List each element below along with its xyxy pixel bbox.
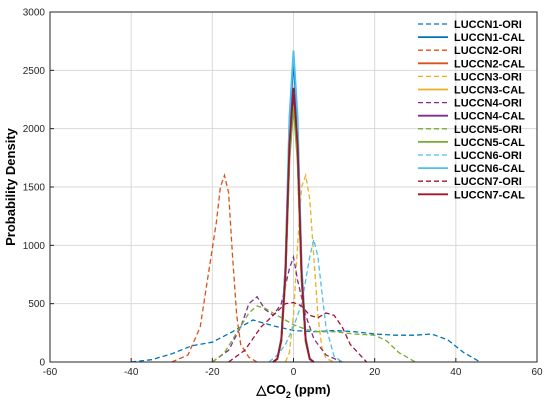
series-line-luccn7-cal	[272, 87, 315, 363]
legend-label: LUCCN3-ORI	[454, 71, 522, 83]
y-tick-label: 2500	[23, 66, 46, 77]
y-tick-label: 1500	[23, 183, 46, 194]
series-line-luccn1-ori	[131, 319, 481, 363]
series-line-luccn5-ori	[211, 305, 416, 363]
x-axis-label-suffix: (ppm)	[291, 382, 331, 397]
series-lines	[131, 50, 481, 363]
x-axis-label: △CO2 (ppm)	[255, 382, 330, 400]
series-line-luccn2-ori	[171, 172, 258, 363]
x-tick-label: -20	[205, 367, 220, 378]
legend-label: LUCCN1-CAL	[454, 32, 525, 44]
legend-label: LUCCN1-ORI	[454, 19, 522, 31]
y-tick-label: 2000	[23, 124, 46, 135]
legend-label: LUCCN4-CAL	[454, 111, 525, 123]
legend-label: LUCCN2-CAL	[454, 58, 525, 70]
x-tick-label: 0	[291, 367, 297, 378]
y-tick-label: 500	[28, 299, 45, 310]
y-axis-label: Probability Density	[3, 127, 18, 246]
x-tick-label: 40	[450, 367, 462, 378]
y-tick-label: 1000	[23, 241, 46, 252]
legend-label: LUCCN4-ORI	[454, 98, 522, 110]
x-tick-label: 60	[531, 367, 543, 378]
x-tick-label: 20	[369, 367, 381, 378]
legend-label: LUCCN7-ORI	[454, 176, 522, 188]
x-tick-label: -40	[124, 367, 139, 378]
legend-label: LUCCN6-ORI	[454, 150, 522, 162]
legend-label: LUCCN5-ORI	[454, 124, 522, 136]
series-line-luccn4-ori	[211, 254, 343, 363]
legend-label: LUCCN5-CAL	[454, 137, 525, 149]
legend-label: LUCCN7-CAL	[454, 189, 525, 201]
series-line-luccn6-ori	[268, 239, 343, 363]
legend-label: LUCCN6-CAL	[454, 163, 525, 175]
axis-ticks: -60 -40 -20 0 20 40 60 0 500 1000 1500 2000 2500 3000	[23, 8, 543, 379]
y-tick-label: 0	[39, 358, 45, 369]
x-axis-label-subscript: 2	[286, 390, 291, 400]
legend-label: LUCCN3-CAL	[454, 85, 525, 97]
x-tick-label: -60	[43, 367, 58, 378]
legend-label: LUCCN2-ORI	[454, 45, 522, 57]
legend: LUCCN1-ORILUCCN1-CALLUCCN2-ORILUCCN2-CAL…	[418, 19, 525, 201]
y-tick-label: 3000	[23, 8, 46, 19]
series-line-luccn7-ori	[228, 301, 368, 363]
x-axis-label-prefix: △CO	[255, 382, 286, 397]
